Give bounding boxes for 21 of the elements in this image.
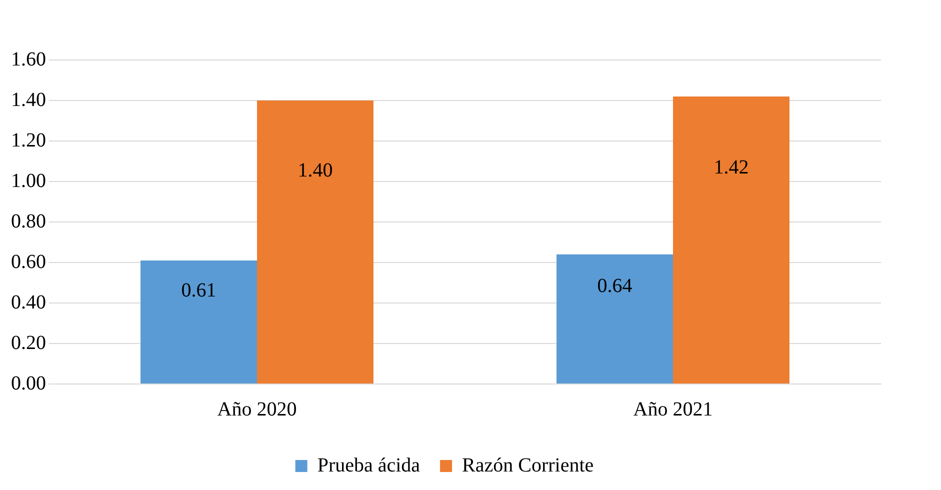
bar — [673, 96, 790, 384]
y-tick-label: 1.60 — [11, 48, 46, 70]
y-tick-label: 1.20 — [11, 129, 46, 152]
legend-label: Prueba ácida — [317, 454, 420, 476]
data-label: 1.42 — [714, 156, 749, 178]
legend-label: Razón Corriente — [462, 454, 594, 476]
x-tick-label: Año 2021 — [633, 398, 713, 420]
y-tick-label: 0.40 — [11, 291, 46, 314]
data-label: 0.61 — [181, 279, 216, 302]
y-tick-label: 0.20 — [11, 332, 46, 354]
y-tick-label: 1.40 — [11, 88, 46, 111]
y-tick-label: 0.80 — [11, 210, 46, 232]
bar — [556, 254, 673, 384]
y-tick-label: 1.00 — [11, 170, 46, 192]
data-label: 1.40 — [298, 160, 333, 182]
x-tick-label: Año 2020 — [217, 398, 297, 420]
y-tick-label: 0.00 — [11, 372, 46, 394]
bar — [140, 260, 257, 384]
data-label: 0.64 — [597, 274, 632, 297]
y-tick-label: 0.60 — [11, 250, 46, 273]
bar — [257, 100, 374, 384]
